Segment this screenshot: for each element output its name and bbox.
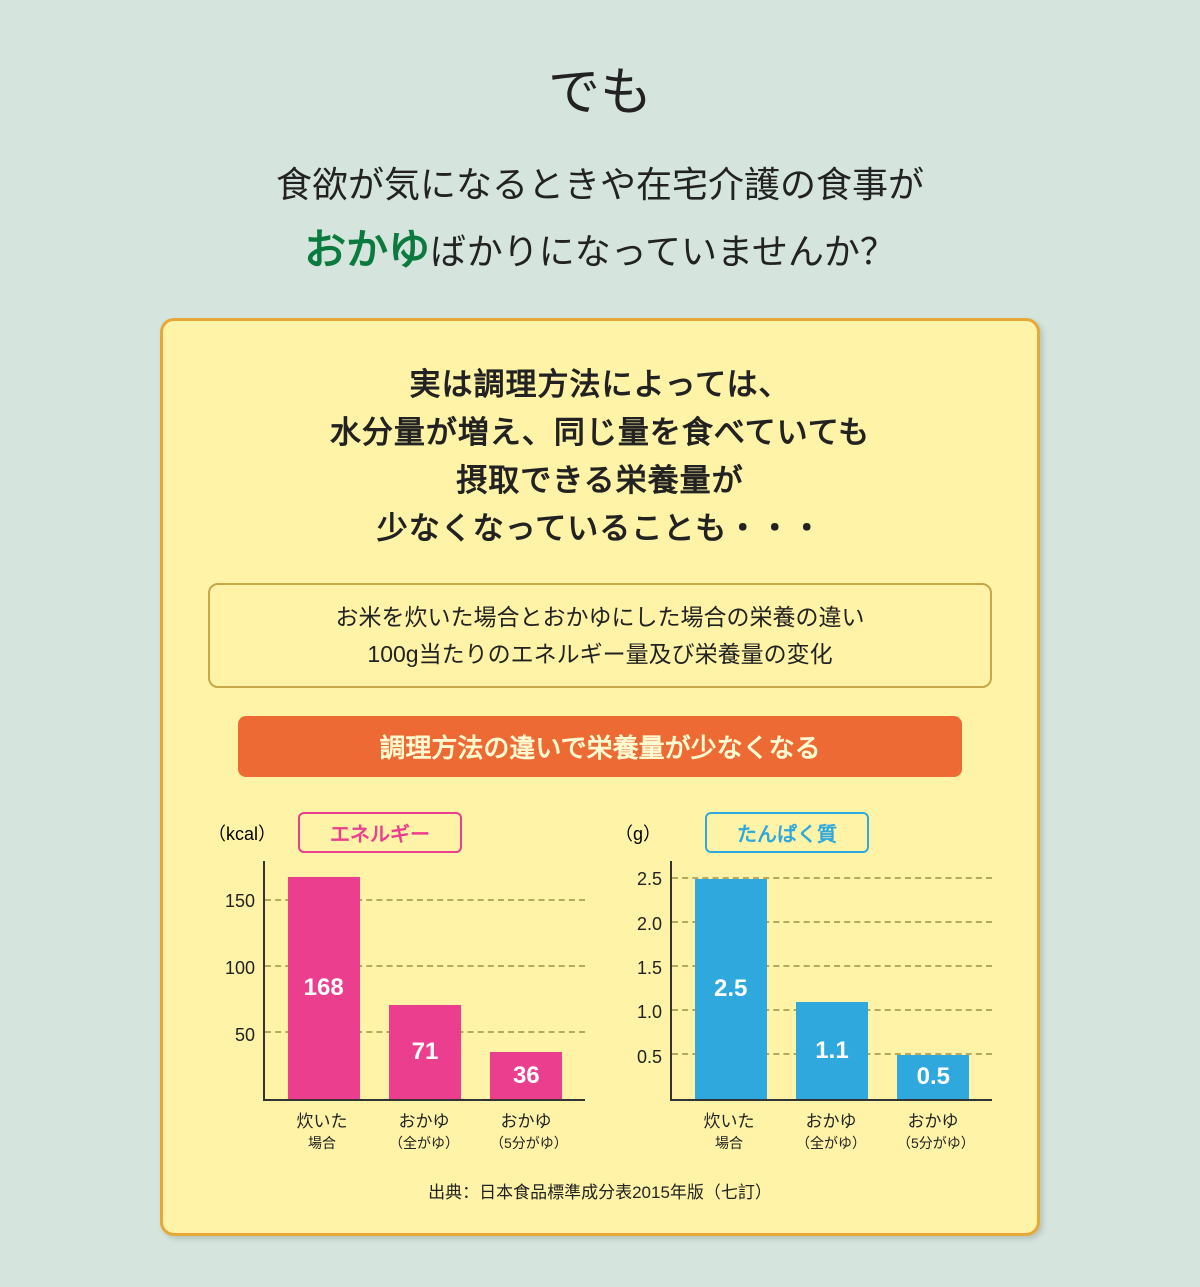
x-category-label: おかゆ（全がゆ） — [388, 1111, 460, 1153]
x-category-label: 炊いた場合 — [286, 1111, 358, 1153]
page-root: でも 食欲が気になるときや在宅介護の食事が おかゆばかりになっていませんか？ 実… — [0, 0, 1200, 1287]
bar: 168 — [288, 877, 360, 1099]
protein-chart: （g） たんぱく質 0.5 1.0 1.5 2.0 2.5 2.5 1.1 0.5 炊いた場… — [615, 812, 992, 1153]
y-tick-label: 1.5 — [637, 959, 662, 977]
card-heading: 実は調理方法によっては、水分量が増え、同じ量を食べていても摂取できる栄養量が少な… — [208, 361, 992, 553]
y-tick-label: 2.0 — [637, 915, 662, 933]
bar-value-label: 0.5 — [917, 1063, 950, 1091]
x-category-label: おかゆ（全がゆ） — [795, 1111, 867, 1153]
energy-chart: （kcal） エネルギー 50 100 150 168 71 36 炊いた場合おかゆ（全… — [208, 812, 585, 1153]
bar: 36 — [490, 1052, 562, 1100]
protein-chart-title: たんぱく質 — [705, 812, 869, 853]
protein-x-labels: 炊いた場合おかゆ（全がゆ） おかゆ（5分がゆ） — [670, 1111, 992, 1153]
x-category-label: おかゆ（5分がゆ） — [897, 1111, 969, 1153]
protein-y-axis: 0.5 1.0 1.5 2.0 2.5 — [615, 861, 670, 1101]
bar-value-label: 71 — [412, 1038, 439, 1066]
protein-plot-area: 2.5 1.1 0.5 — [670, 861, 992, 1101]
bar-value-label: 36 — [513, 1062, 540, 1090]
y-tick-label: 1.0 — [637, 1003, 662, 1021]
bar-value-label: 1.1 — [815, 1037, 848, 1065]
energy-y-axis: 50 100 150 — [208, 861, 263, 1101]
energy-unit-label: （kcal） — [208, 820, 268, 846]
heading-sub-emphasis: おかゆ — [304, 228, 430, 274]
bar-value-label: 168 — [304, 974, 344, 1002]
y-tick-label: 2.5 — [637, 870, 662, 888]
heading-sub-line2: ばかりになっていませんか？ — [430, 232, 896, 272]
info-card: 実は調理方法によっては、水分量が増え、同じ量を食べていても摂取できる栄養量が少な… — [160, 318, 1040, 1237]
y-tick-label: 50 — [235, 1026, 255, 1044]
heading-top: でも — [548, 50, 652, 125]
bar: 71 — [389, 1005, 461, 1099]
x-category-label: おかゆ（5分がゆ） — [490, 1111, 562, 1153]
heading-subtitle: 食欲が気になるときや在宅介護の食事が おかゆばかりになっていませんか？ — [276, 155, 924, 288]
protein-unit-label: （g） — [615, 820, 675, 846]
y-tick-label: 100 — [225, 959, 255, 977]
bar: 1.1 — [796, 1002, 868, 1099]
bar-value-label: 2.5 — [714, 975, 747, 1003]
bar: 2.5 — [695, 879, 767, 1099]
energy-chart-body: 50 100 150 168 71 36 — [208, 861, 585, 1101]
charts-row: （kcal） エネルギー 50100150 1687136 炊いた場合おかゆ（全… — [208, 812, 992, 1153]
y-tick-label: 0.5 — [637, 1048, 662, 1066]
protein-chart-body: 0.5 1.0 1.5 2.0 2.5 2.5 1.1 0.5 — [615, 861, 992, 1101]
energy-plot-area: 168 71 36 — [263, 861, 585, 1101]
energy-chart-header: （kcal） エネルギー — [208, 812, 585, 853]
energy-chart-title: エネルギー — [298, 812, 462, 853]
protein-chart-header: （g） たんぱく質 — [615, 812, 992, 853]
energy-x-labels: 炊いた場合おかゆ（全がゆ） おかゆ（5分がゆ） — [263, 1111, 585, 1153]
card-subtitle-box: お米を炊いた場合とおかゆにした場合の栄養の違い100g当たりのエネルギー量及び栄… — [208, 583, 992, 689]
y-tick-label: 150 — [225, 892, 255, 910]
bar: 0.5 — [897, 1055, 969, 1099]
x-category-label: 炊いた場合 — [693, 1111, 765, 1153]
heading-sub-line1: 食欲が気になるときや在宅介護の食事が — [276, 165, 924, 205]
citation-text: 出典：日本食品標準成分表2015年版（七訂） — [208, 1178, 992, 1203]
card-banner: 調理方法の違いで栄養量が少なくなる — [238, 716, 962, 777]
